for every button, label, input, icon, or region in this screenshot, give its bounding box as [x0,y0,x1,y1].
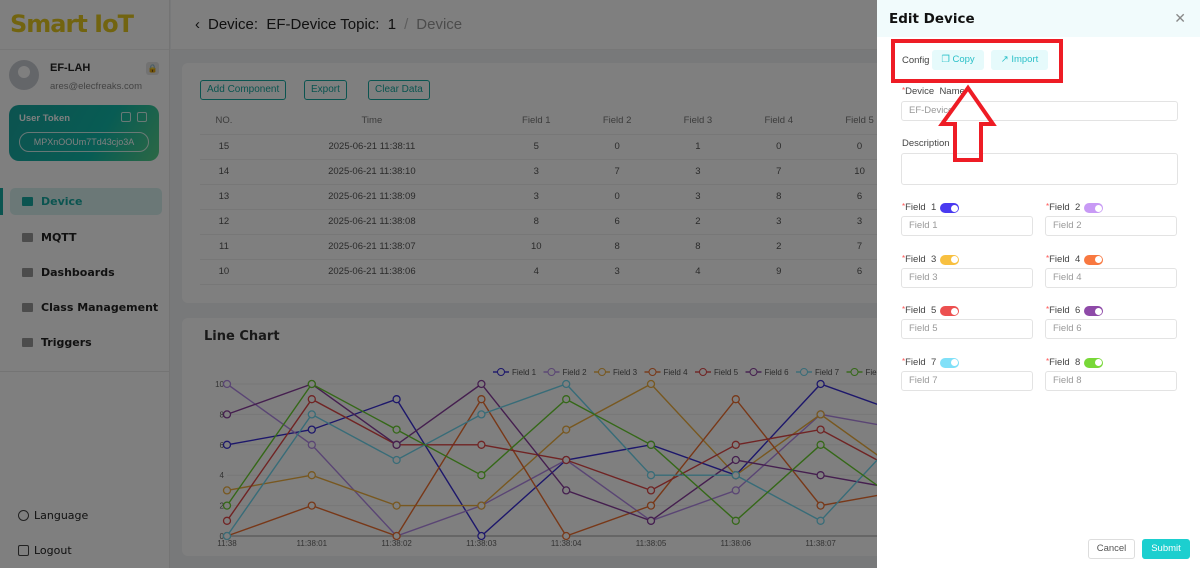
field-toggle[interactable] [940,357,959,368]
field-input[interactable]: Field 6 [1045,319,1177,339]
field-toggle[interactable] [1084,306,1103,316]
copy-label: Copy [952,54,975,65]
field-toggle[interactable] [940,203,959,213]
close-icon[interactable]: ✕ [1174,10,1186,26]
field-input[interactable]: Field 1 [901,216,1033,236]
field-input[interactable]: Field 3 [901,267,1033,288]
description-input[interactable] [901,153,1178,185]
field-toggle[interactable] [1084,357,1103,368]
device-name-input[interactable]: EF-Device [901,101,1178,121]
field-label: *Field 3 [902,253,937,265]
submit-button[interactable]: Submit [1142,539,1190,559]
field-label: *Field 6 [1046,305,1081,316]
field-label: *Field 7 [902,356,937,368]
drawer-title: Edit Device [877,0,1200,37]
field-toggle[interactable] [1084,203,1103,213]
field-input[interactable]: Field 7 [901,370,1033,391]
config-label: Config [902,55,930,66]
field-input[interactable]: Field 4 [1045,267,1177,288]
field-toggle[interactable] [1084,254,1103,265]
field-toggle[interactable] [940,254,959,265]
description-label: Description [902,138,950,149]
edit-device-drawer: Edit Device ✕ Config ❐ Copy ↗ Import *De… [877,0,1200,568]
field-label: *Field 2 [1046,202,1081,213]
field-label: *Field 5 [902,305,937,316]
field-label: *Field 4 [1046,253,1081,265]
field-input[interactable]: Field 8 [1045,370,1177,391]
import-label: Import [1011,54,1039,65]
field-label: *Field 1 [902,202,937,213]
modal-overlay[interactable] [0,0,878,568]
field-input[interactable]: Field 5 [901,319,1033,339]
field-input[interactable]: Field 2 [1045,216,1177,236]
device-name-label: *Device Name [902,86,965,97]
field-toggle[interactable] [940,306,959,316]
cancel-button[interactable]: Cancel [1088,539,1135,559]
field-label: *Field 8 [1046,356,1081,368]
import-config-button[interactable]: ↗ Import [991,50,1048,70]
copy-config-button[interactable]: ❐ Copy [932,50,984,70]
